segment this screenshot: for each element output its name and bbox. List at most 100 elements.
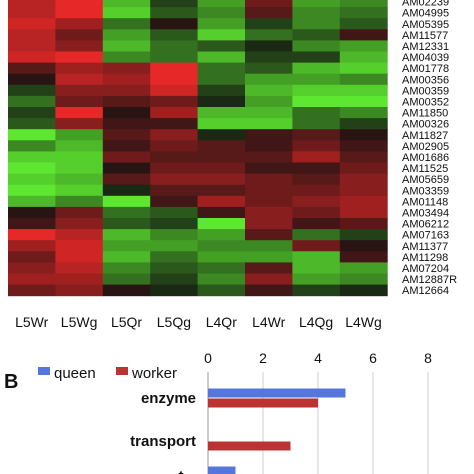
heatmap-cell (102, 218, 151, 230)
x-tick-label: 0 (204, 350, 212, 366)
heatmap-cell (8, 40, 56, 52)
heatmap-cell (8, 95, 56, 108)
heatmap-cell (197, 129, 246, 141)
heatmap-cell (8, 84, 56, 97)
heatmap-cell (8, 262, 56, 274)
row-label: AM01686 (402, 152, 449, 164)
heatmap-cell (197, 151, 246, 163)
heatmap-cell (150, 84, 199, 97)
heatmap-cell (197, 162, 246, 175)
heatmap-cell (55, 140, 104, 152)
row-label: AM03359 (402, 185, 449, 197)
heatmap-cell (245, 0, 293, 8)
heatmap-cell (339, 0, 388, 8)
row-label: AM00359 (402, 85, 449, 97)
heatmap-cell (197, 118, 246, 130)
heatmap-cell (197, 62, 246, 75)
heatmap-cell (8, 173, 56, 186)
row-label: AM04039 (402, 52, 449, 64)
heatmap-cell (102, 51, 151, 64)
heatmap-cell (102, 129, 151, 141)
heatmap-cell (292, 129, 341, 141)
heatmap-cell (55, 206, 104, 219)
heatmap-cell (197, 7, 246, 19)
row-label: AM07163 (402, 230, 449, 242)
heatmap-cell (8, 195, 56, 208)
heatmap-cell (197, 140, 246, 152)
heatmap-cell (245, 62, 293, 75)
heatmap-cell (292, 206, 341, 219)
heatmap-cell (150, 29, 199, 41)
heatmap-cell (102, 7, 151, 19)
x-tick-label: 8 (424, 350, 432, 366)
category-label: transport (130, 433, 196, 450)
heatmap-cell (245, 40, 293, 52)
panel-label-b: B (4, 371, 18, 393)
heatmap-cell (102, 162, 151, 175)
bar-worker (208, 398, 318, 408)
x-tick-label: 4 (314, 350, 322, 366)
heatmap-cell (102, 173, 151, 186)
heatmap-cell (339, 29, 388, 41)
row-label: AM12331 (402, 41, 449, 53)
heatmap-cell (292, 218, 341, 230)
heatmap-cell (150, 284, 199, 297)
bars (208, 388, 346, 474)
heatmap-cell (245, 73, 293, 86)
heatmap-cell (8, 51, 56, 64)
heatmap-cell (150, 95, 199, 108)
legend-label-worker: worker (131, 365, 177, 382)
heatmap-cell (197, 251, 246, 263)
heatmap-cell (197, 73, 246, 86)
heatmap-cell (339, 151, 388, 163)
heatmap-cell (102, 206, 151, 219)
heatmap-cell (55, 151, 104, 163)
heatmap-cell (102, 262, 151, 274)
heatmap-cell (150, 206, 199, 219)
heatmap-cell (197, 262, 246, 274)
heatmap-cell (8, 18, 56, 30)
heatmap-cell (339, 162, 388, 175)
column-label: L4Wg (345, 314, 382, 330)
heatmap-cell (150, 262, 199, 274)
heatmap-cell (150, 240, 199, 252)
heatmap-cell (55, 0, 104, 8)
heatmap-cell (197, 206, 246, 219)
heatmap-cell (197, 184, 246, 197)
grid (207, 372, 429, 474)
row-label: AM06212 (402, 219, 449, 231)
heatmap-cell (245, 218, 293, 230)
heatmap-cell (8, 251, 56, 263)
heatmap-cell (339, 262, 388, 274)
row-label: AM01778 (402, 63, 449, 75)
heatmap-cell (55, 273, 104, 286)
heatmap-cell (245, 195, 293, 208)
row-label: AM00326 (402, 119, 449, 131)
row-label: AM11850 (402, 108, 448, 120)
heatmap-cell (55, 262, 104, 274)
row-label: AM12664 (402, 285, 449, 297)
row-label: AM04995 (402, 8, 449, 20)
heatmap-cells (8, 0, 388, 297)
heatmap-cell (150, 107, 199, 119)
heatmap-cell (8, 0, 56, 8)
heatmap-cell (102, 151, 151, 163)
heatmap-cell (197, 0, 246, 8)
heatmap-cell (292, 251, 341, 263)
heatmap-cell (245, 7, 293, 19)
heatmap-cell (8, 73, 56, 86)
row-label: AM11577 (402, 30, 448, 42)
category-label: enzyme (141, 390, 196, 407)
column-label: L4Wr (252, 314, 286, 330)
heatmap-cell (102, 40, 151, 52)
heatmap-cell (102, 118, 151, 130)
heatmap-cell (339, 184, 388, 197)
heatmap-cell (150, 0, 199, 8)
heatmap-cell (245, 84, 293, 97)
heatmap-cell (8, 162, 56, 175)
heatmap-cell (197, 95, 246, 108)
heatmap-cell (292, 84, 341, 97)
heatmap-cell (339, 173, 388, 186)
heatmap-cell (150, 162, 199, 175)
heatmap-cell (55, 62, 104, 75)
